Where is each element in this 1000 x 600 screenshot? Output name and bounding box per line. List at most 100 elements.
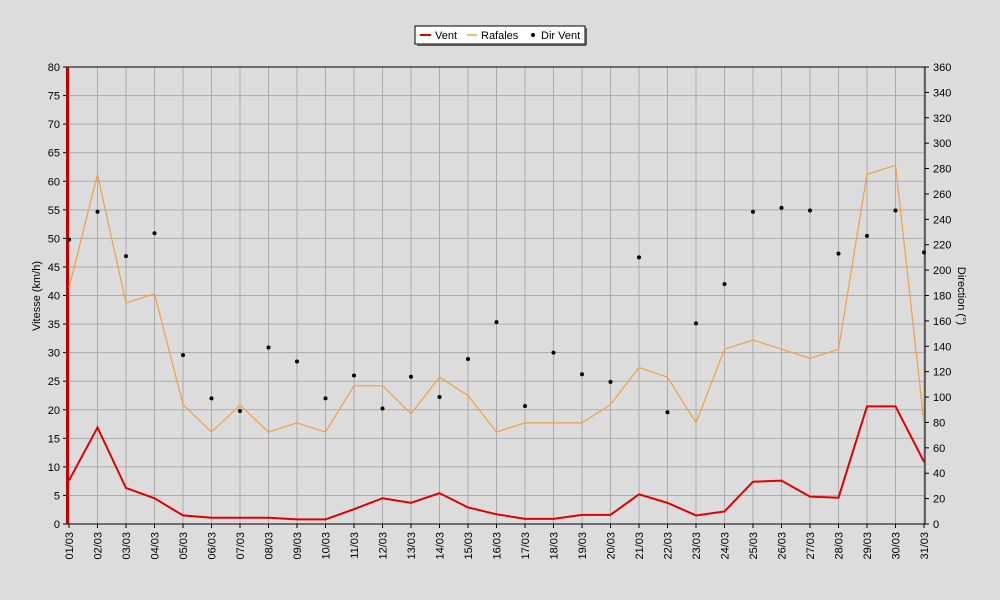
left-tick-label: 45 <box>48 262 60 274</box>
x-tick-label: 03/03 <box>121 532 133 560</box>
dir-vent-point <box>95 209 100 214</box>
dir-vent-point <box>836 251 841 256</box>
x-tick-label: 12/03 <box>378 532 390 560</box>
x-tick-label: 19/03 <box>577 532 589 560</box>
legend-label-rafales: Rafales <box>481 30 519 42</box>
dir-vent-point <box>181 353 185 358</box>
dir-vent-point <box>124 254 128 259</box>
x-tick-label: 25/03 <box>748 532 760 560</box>
dir-vent-point <box>209 396 214 401</box>
dir-vent-point <box>580 372 584 377</box>
left-tick-label: 50 <box>48 233 60 245</box>
right-tick-label: 100 <box>933 392 951 404</box>
x-tick-label: 24/03 <box>720 532 732 560</box>
x-tick-label: 30/03 <box>891 532 903 560</box>
x-tick-label: 07/03 <box>235 532 247 560</box>
x-tick-label: 21/03 <box>634 532 646 560</box>
dir-vent-point <box>694 321 698 326</box>
x-tick-label: 18/03 <box>549 532 561 560</box>
dir-vent-point <box>922 250 926 255</box>
series-line-rafales <box>68 164 925 433</box>
legend-swatch-dir-vent <box>531 33 535 37</box>
x-tick-label: 11/03 <box>349 532 361 559</box>
right-tick-label: 0 <box>933 519 939 531</box>
dir-vent-point <box>437 395 442 400</box>
left-tick-label: 0 <box>54 519 60 531</box>
left-tick-label: 55 <box>48 205 60 217</box>
right-tick-label: 20 <box>933 494 945 506</box>
left-tick-label: 80 <box>48 62 60 74</box>
dir-vent-point <box>722 282 727 287</box>
x-tick-label: 28/03 <box>834 532 846 560</box>
dir-vent-point <box>808 208 812 213</box>
right-tick-label: 220 <box>933 240 951 252</box>
right-tick-label: 280 <box>933 164 951 176</box>
x-tick-label: 09/03 <box>292 532 304 560</box>
left-tick-label: 60 <box>48 176 60 188</box>
left-tick-label: 15 <box>48 433 60 445</box>
dir-vent-point <box>466 356 470 361</box>
x-tick-label: 14/03 <box>435 532 447 560</box>
left-axis: 0 5 10 15 20 25 30 35 40 45 50 55 60 65 70 75 80 <box>48 62 67 531</box>
right-tick-label: 120 <box>933 367 951 379</box>
dir-vent-point <box>380 406 385 411</box>
x-tick-label: 26/03 <box>777 532 789 560</box>
x-tick-label: 08/03 <box>264 532 276 560</box>
x-tick-label: 04/03 <box>150 532 162 560</box>
dir-vent-point <box>608 379 613 384</box>
right-tick-label: 260 <box>933 189 951 201</box>
dir-vent-point <box>779 205 784 210</box>
legend-label-vent: Vent <box>435 30 457 42</box>
x-tick-label: 02/03 <box>93 532 105 560</box>
dir-vent-point <box>865 233 869 238</box>
right-tick-label: 180 <box>933 291 951 303</box>
dir-vent-point <box>295 359 299 364</box>
x-tick-label: 16/03 <box>492 532 504 560</box>
y2-axis-title: Direction (°) <box>955 267 967 325</box>
right-tick-label: 80 <box>933 417 945 429</box>
right-tick-label: 360 <box>933 62 951 74</box>
dir-vent-point <box>751 209 755 214</box>
dir-vent-point <box>323 396 328 401</box>
x-axis: 01/03 02/03 03/03 04/03 05/03 06/03 07/03 08/03… <box>64 67 931 560</box>
left-tick-label: 30 <box>48 348 60 360</box>
left-tick-label: 65 <box>48 148 60 160</box>
x-tick-label: 10/03 <box>321 532 333 560</box>
right-tick-label: 340 <box>933 87 951 99</box>
left-tick-label: 10 <box>48 462 60 474</box>
right-tick-label: 140 <box>933 341 951 353</box>
x-tick-label: 06/03 <box>207 532 219 560</box>
x-tick-label: 01/03 <box>64 532 76 560</box>
dir-vent-point <box>352 373 356 378</box>
dir-vent-point <box>523 403 527 408</box>
dir-vent-point <box>266 345 271 350</box>
y-axis-title: Vitesse (km/h) <box>31 261 43 331</box>
right-tick-label: 320 <box>933 113 951 125</box>
right-tick-label: 300 <box>933 138 951 150</box>
dir-vent-point <box>409 374 413 379</box>
left-tick-label: 5 <box>54 490 60 502</box>
right-tick-label: 200 <box>933 265 951 277</box>
x-tick-label: 22/03 <box>663 532 675 560</box>
x-tick-label: 17/03 <box>520 532 532 560</box>
left-tick-label: 20 <box>48 405 60 417</box>
x-tick-label: 05/03 <box>178 532 190 560</box>
dir-vent-point <box>665 410 670 415</box>
x-tick-label: 27/03 <box>805 532 817 560</box>
right-tick-label: 40 <box>933 468 945 480</box>
dir-vent-point <box>238 409 242 414</box>
left-tick-label: 70 <box>48 119 60 131</box>
left-tick-label: 75 <box>48 91 60 103</box>
legend-label-dir-vent: Dir Vent <box>541 30 580 42</box>
right-tick-label: 160 <box>933 316 951 328</box>
x-tick-label: 13/03 <box>406 532 418 560</box>
x-tick-label: 31/03 <box>919 532 931 560</box>
dir-vent-point <box>67 237 71 242</box>
x-tick-label: 23/03 <box>691 532 703 560</box>
left-tick-label: 35 <box>48 319 60 331</box>
left-tick-label: 25 <box>48 376 60 388</box>
dir-vent-point <box>152 231 157 236</box>
dir-vent-point <box>637 255 641 260</box>
series-line-vent <box>68 405 925 521</box>
left-tick-label: 40 <box>48 291 60 303</box>
